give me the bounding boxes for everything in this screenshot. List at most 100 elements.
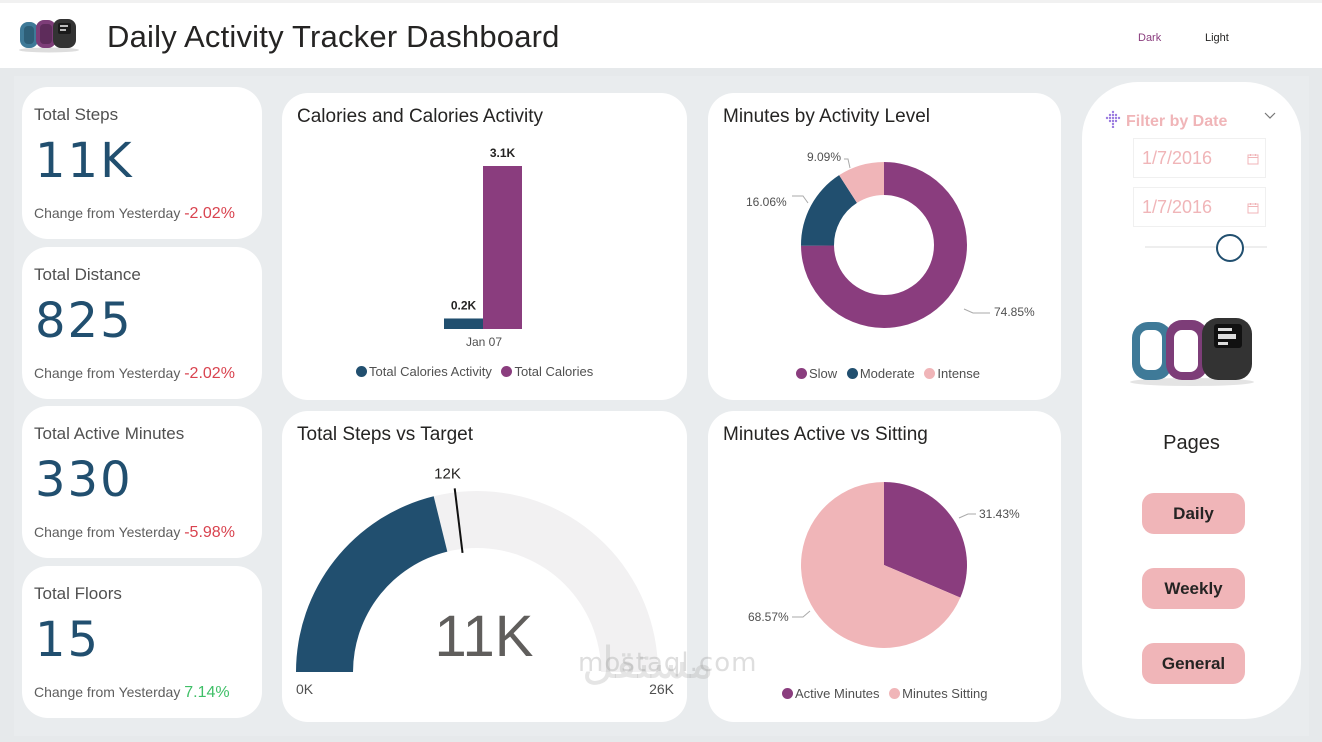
theme-dark-button[interactable]: Dark: [1138, 32, 1162, 44]
legend-dot-icon: [846, 368, 858, 379]
calendar-icon[interactable]: [1247, 202, 1259, 214]
leader-line: [958, 513, 976, 519]
chart-legend: Slow Moderate Intense: [796, 366, 986, 381]
kpi-card-total-steps: Total Steps 11K Change from Yesterday -2…: [22, 87, 262, 239]
slice-data-label: 31.43%: [979, 507, 1020, 521]
date-range-slider-track[interactable]: [1145, 246, 1267, 248]
slice-data-label: 16.06%: [746, 195, 787, 209]
leader-line: [963, 308, 990, 314]
calories-bar-chart: 0.2K 3.1K Jan 07: [444, 146, 522, 349]
steps-target-gauge-card: Total Steps vs Target 12K 11K 0K 26K: [282, 411, 687, 722]
legend-item[interactable]: Active Minutes: [782, 686, 880, 701]
legend-dot-icon: [782, 688, 793, 699]
kpi-card-total-active-minutes: Total Active Minutes 330 Change from Yes…: [22, 406, 262, 558]
gauge-value-label: 11K: [435, 604, 534, 669]
gauge-min-label: 0K: [296, 681, 314, 697]
gauge-max-label: 26K: [649, 681, 675, 697]
kpi-change-value: 7.14%: [184, 684, 230, 701]
chart-legend: Total Calories Activity Total Calories: [356, 364, 599, 379]
kpi-card-total-distance: Total Distance 825 Change from Yesterday…: [22, 247, 262, 399]
fitness-bands-image-icon: [1130, 318, 1254, 386]
slice-data-label: 74.85%: [994, 305, 1035, 319]
kpi-change: Change from Yesterday -2.02%: [34, 205, 235, 223]
chart-title: Minutes by Activity Level: [723, 106, 930, 127]
calendar-icon[interactable]: [1247, 153, 1259, 165]
legend-label: Total Calories: [514, 364, 594, 379]
legend-label: Intense: [937, 366, 981, 381]
chart-title: Minutes Active vs Sitting: [723, 424, 928, 445]
kpi-change: Change from Yesterday -2.02%: [34, 365, 235, 383]
bar-total-calories-activity[interactable]: [444, 318, 483, 329]
activity-level-chart-card: Minutes by Activity Level 74.85% 16.06% …: [708, 93, 1061, 400]
kpi-change-value: -2.02%: [184, 205, 235, 222]
legend-dot-icon: [356, 366, 367, 377]
legend-item[interactable]: Slow: [796, 366, 837, 381]
kpi-change-value: -2.02%: [184, 365, 235, 382]
kpi-change-label: Change from Yesterday: [34, 684, 181, 700]
pages-heading: Pages: [1163, 432, 1220, 454]
kpi-change-label: Change from Yesterday: [34, 205, 181, 221]
donut-slice-slow[interactable]: [801, 162, 967, 328]
legend-label: Slow: [809, 366, 838, 381]
end-date-value: 1/7/2016: [1142, 197, 1213, 217]
kpi-label: Total Active Minutes: [34, 424, 185, 443]
kpi-change-value: -5.98%: [184, 524, 235, 541]
filter-panel: Filter by Date 1/7/2016 1/7/2016 Pages D…: [1082, 82, 1301, 719]
chart-legend: Active Minutes Minutes Sitting: [782, 686, 993, 701]
chevron-down-icon[interactable]: [1264, 110, 1276, 120]
date-range-slider-thumb[interactable]: [1216, 234, 1245, 262]
kpi-label: Total Distance: [34, 265, 141, 284]
date-filter-header[interactable]: Filter by Date: [1104, 110, 1227, 131]
steps-target-gauge: 12K 11K 0K 26K: [296, 465, 675, 697]
active-sitting-chart-card: Minutes Active vs Sitting 31.43% 68.57% …: [708, 411, 1061, 722]
legend-label: Active Minutes: [795, 686, 880, 701]
theme-light-button[interactable]: Light: [1205, 32, 1229, 44]
bar-data-label: 0.2K: [451, 298, 477, 312]
leader-line: [844, 158, 851, 169]
legend-item[interactable]: Minutes Sitting: [889, 686, 987, 701]
donut-slice-intense[interactable]: [839, 162, 884, 203]
pie-slice-active-minutes[interactable]: [884, 482, 967, 598]
page-button-weekly[interactable]: Weekly: [1142, 568, 1245, 609]
page-title: Daily Activity Tracker Dashboard: [107, 19, 560, 54]
kpi-change: Change from Yesterday 7.14%: [34, 684, 230, 702]
kpi-value: 11K: [35, 133, 134, 189]
donut-slice-moderate[interactable]: [801, 175, 857, 246]
chart-title: Total Steps vs Target: [297, 424, 474, 445]
kpi-value: 330: [35, 452, 133, 508]
pie-slice-minutes-sitting[interactable]: [801, 482, 961, 648]
chart-title: Calories and Calories Activity: [297, 106, 544, 127]
calories-chart-card: Calories and Calories Activity 0.2K 3.1K…: [282, 93, 687, 400]
legend-label: Total Calories Activity: [369, 364, 492, 379]
gauge-target-marker: [453, 488, 464, 553]
end-date-input[interactable]: 1/7/2016: [1133, 187, 1266, 227]
kpi-change-label: Change from Yesterday: [34, 524, 181, 540]
legend-label: Moderate: [859, 366, 915, 381]
kpi-label: Total Steps: [34, 105, 119, 124]
legend-item[interactable]: Total Calories Activity: [356, 364, 492, 379]
kpi-value: 15: [35, 612, 101, 668]
gauge-value-arc: [296, 496, 448, 672]
bar-data-label: 3.1K: [490, 146, 516, 160]
legend-item[interactable]: Total Calories: [501, 364, 593, 379]
start-date-input[interactable]: 1/7/2016: [1133, 138, 1266, 178]
legend-dot-icon: [889, 688, 901, 699]
legend-item[interactable]: Intense: [924, 366, 980, 381]
filter-dots-icon: [1105, 110, 1121, 128]
fitness-band-logo-icon: [19, 19, 79, 53]
legend-dot-icon: [924, 368, 936, 379]
leader-line: [792, 195, 809, 204]
legend-item[interactable]: Moderate: [846, 366, 915, 381]
bar-total-calories[interactable]: [483, 166, 522, 329]
legend-label: Minutes Sitting: [902, 686, 988, 701]
kpi-value: 825: [35, 293, 133, 349]
leader-line: [792, 610, 811, 618]
gauge-target-label: 12K: [434, 465, 461, 482]
filter-title: Filter by Date: [1126, 113, 1228, 130]
start-date-value: 1/7/2016: [1142, 148, 1213, 168]
slice-data-label: 9.09%: [807, 150, 841, 164]
page-button-daily[interactable]: Daily: [1142, 493, 1245, 534]
page-button-general[interactable]: General: [1142, 643, 1245, 684]
legend-dot-icon: [501, 366, 513, 377]
kpi-change: Change from Yesterday -5.98%: [34, 524, 235, 542]
